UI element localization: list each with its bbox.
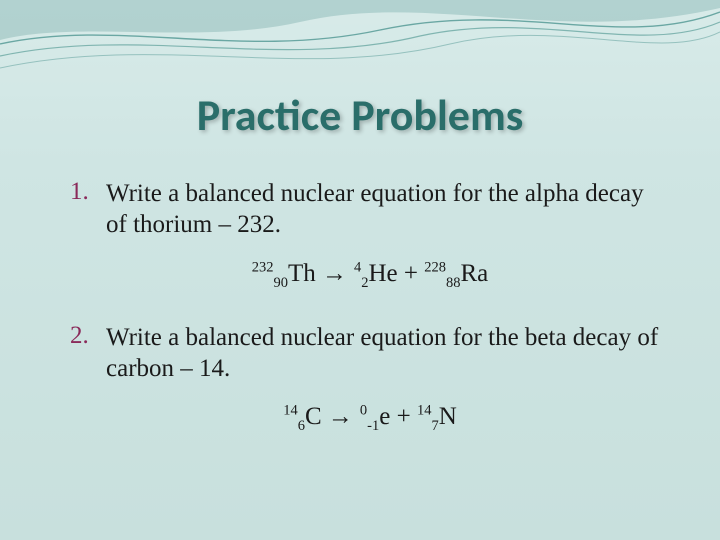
eq-symbol: e [379,403,390,430]
eq-mass: 14 [283,403,298,419]
arrow-icon: → [328,402,360,430]
plus: + [397,403,417,430]
eq-mass: 4 [354,259,361,275]
eq-symbol: Th [288,260,316,287]
item-prompt: Write a balanced nuclear equation for th… [106,322,670,385]
eq-mass: 228 [424,259,446,275]
eq-atomic: 90 [273,275,288,291]
eq-atomic: 6 [298,418,305,434]
item-number: 2. [70,322,106,350]
decorative-wave [0,0,720,90]
eq-symbol: Ra [460,260,488,287]
eq-mass: 0 [360,403,367,419]
page-title: Practice Problems [0,88,720,142]
problem-list: 1. Write a balanced nuclear equation for… [70,178,670,465]
list-item: 2. Write a balanced nuclear equation for… [70,322,670,385]
eq-symbol: N [439,403,457,430]
eq-atomic: -1 [367,418,379,434]
eq-mass: 14 [417,403,432,419]
title-text: Practice Problems [197,88,524,142]
eq-symbol: C [305,403,322,430]
item-number: 1. [70,178,106,206]
eq-mass: 232 [252,259,274,275]
equation: 23290Th → 42He + 22888Ra [70,259,670,288]
plus: + [404,260,424,287]
equation: 146C → 0-1e + 147N [70,402,670,431]
eq-symbol: He [368,260,397,287]
item-prompt: Write a balanced nuclear equation for th… [106,178,670,241]
list-item: 1. Write a balanced nuclear equation for… [70,178,670,241]
eq-atomic: 88 [446,275,461,291]
eq-atomic: 7 [431,418,438,434]
arrow-icon: → [322,259,354,287]
